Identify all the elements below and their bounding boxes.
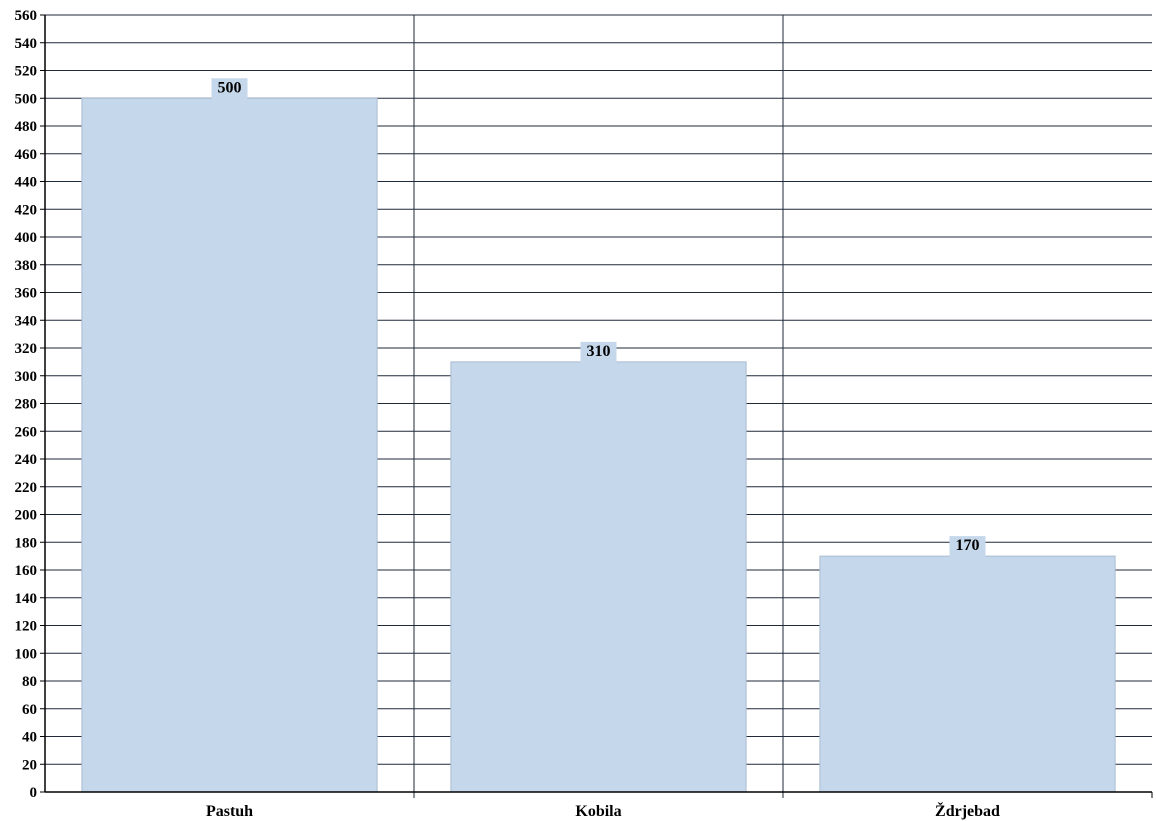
y-tick-label: 400 [15, 230, 38, 246]
y-tick-label: 220 [15, 480, 38, 496]
x-tick-label: Kobila [575, 803, 621, 820]
data-label: 310 [587, 343, 611, 360]
bars-layer [81, 97, 1116, 793]
y-tick-label: 480 [15, 119, 38, 135]
y-tick-label: 60 [22, 702, 37, 718]
y-tick-label: 500 [15, 91, 38, 107]
y-tick-label: 540 [15, 36, 38, 52]
y-tick-label: 240 [15, 452, 38, 468]
y-tick-label: 360 [15, 286, 38, 302]
y-tick-label: 200 [15, 508, 38, 524]
y-tick-label: 560 [15, 8, 38, 24]
y-tick-label: 80 [22, 674, 37, 690]
data-label: 170 [956, 537, 980, 554]
y-tick-label: 440 [15, 175, 38, 191]
y-tick-label: 180 [15, 535, 38, 551]
bar-pastuh [81, 97, 378, 793]
data-label: 500 [218, 79, 242, 96]
labels-layer: 0 20 40 60 80 100 120 140 160 180 200 220 240 260 280 3… [15, 8, 1001, 820]
y-tick-label: 340 [15, 313, 38, 329]
y-tick-label: 260 [15, 424, 38, 440]
data-label-bg [580, 341, 617, 368]
y-tick-label: 20 [22, 757, 37, 773]
axis-layer [40, 14, 1153, 798]
y-tick-label: 0 [30, 785, 38, 801]
y-tick-label: 40 [22, 730, 37, 746]
x-tick-label: Pastuh [206, 803, 253, 820]
y-tick-label: 140 [15, 591, 38, 607]
data-label-bg [949, 536, 986, 563]
y-tick-label: 280 [15, 397, 38, 413]
x-tick-label: Ždrjebad [935, 801, 1000, 820]
y-tick-label: 420 [15, 202, 38, 218]
y-tick-label: 100 [15, 646, 38, 662]
data-label-bg [211, 78, 248, 105]
y-tick-label: 520 [15, 64, 38, 80]
y-tick-label: 160 [15, 563, 38, 579]
y-tick-label: 320 [15, 341, 38, 357]
y-tick-label: 300 [15, 369, 38, 385]
y-tick-label: 460 [15, 147, 38, 163]
y-tick-label: 380 [15, 258, 38, 274]
bar-kobila [450, 361, 747, 793]
y-tick-label: 120 [15, 619, 38, 635]
bar-ždrjebad [819, 555, 1116, 793]
